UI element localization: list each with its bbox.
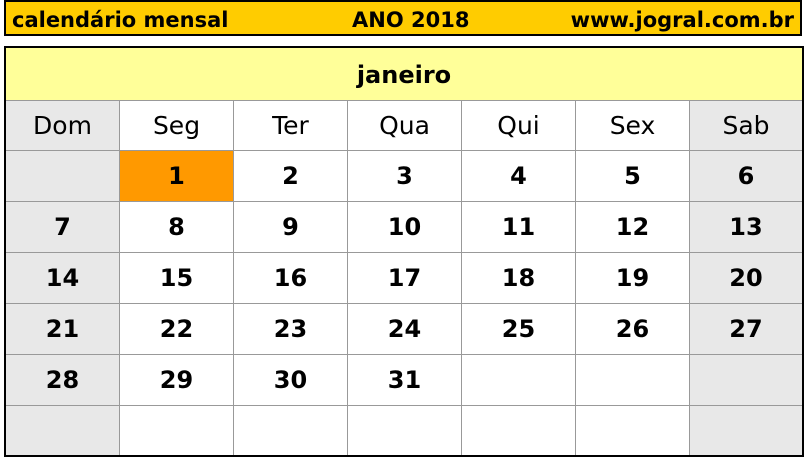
- year-label: ANO 2018: [352, 8, 470, 32]
- day-cell: 14: [6, 253, 120, 304]
- empty-cell: [690, 355, 802, 406]
- empty-cell: [576, 406, 690, 455]
- empty-cell: [234, 406, 348, 455]
- day-cell: 30: [234, 355, 348, 406]
- day-cell: 24: [348, 304, 462, 355]
- weekday-header: Qui: [462, 101, 576, 151]
- day-cell: 10: [348, 202, 462, 253]
- day-cell: 28: [6, 355, 120, 406]
- day-cell: 16: [234, 253, 348, 304]
- day-cell: 31: [348, 355, 462, 406]
- day-cell: 4: [462, 151, 576, 202]
- empty-cell: [120, 406, 234, 455]
- empty-cell: [462, 355, 576, 406]
- day-cell: 21: [6, 304, 120, 355]
- day-cell: 23: [234, 304, 348, 355]
- calendar: janeiro Dom Seg Ter Qua Qui Sex Sab 1 2 3 4 5 6 7 8 9 10…: [4, 46, 804, 457]
- day-cell: 19: [576, 253, 690, 304]
- day-cell: 11: [462, 202, 576, 253]
- empty-cell: [348, 406, 462, 455]
- weekday-header: Seg: [120, 101, 234, 151]
- month-title: janeiro: [6, 48, 802, 101]
- site-subtitle: calendário mensal: [12, 8, 229, 32]
- empty-cell: [690, 406, 802, 455]
- day-cell: 2: [234, 151, 348, 202]
- day-cell: 17: [348, 253, 462, 304]
- day-cell: 5: [576, 151, 690, 202]
- weekday-header: Sex: [576, 101, 690, 151]
- day-cell: 29: [120, 355, 234, 406]
- day-cell: 26: [576, 304, 690, 355]
- day-cell: 22: [120, 304, 234, 355]
- day-cell: 25: [462, 304, 576, 355]
- empty-cell: [462, 406, 576, 455]
- weekday-header: Ter: [234, 101, 348, 151]
- empty-cell: [6, 151, 120, 202]
- day-cell: 3: [348, 151, 462, 202]
- top-bar: calendário mensal ANO 2018 www.jogral.co…: [4, 0, 802, 36]
- day-cell: 8: [120, 202, 234, 253]
- day-cell: 18: [462, 253, 576, 304]
- empty-cell: [6, 406, 120, 455]
- day-cell: 20: [690, 253, 802, 304]
- day-cell: 9: [234, 202, 348, 253]
- day-cell: 15: [120, 253, 234, 304]
- day-cell: 1: [120, 151, 234, 202]
- weekday-header: Qua: [348, 101, 462, 151]
- weekday-header: Sab: [690, 101, 802, 151]
- day-cell: 12: [576, 202, 690, 253]
- day-cell: 13: [690, 202, 802, 253]
- weekday-header: Dom: [6, 101, 120, 151]
- day-cell: 27: [690, 304, 802, 355]
- site-url[interactable]: www.jogral.com.br: [570, 8, 794, 32]
- day-cell: 7: [6, 202, 120, 253]
- empty-cell: [576, 355, 690, 406]
- day-cell: 6: [690, 151, 802, 202]
